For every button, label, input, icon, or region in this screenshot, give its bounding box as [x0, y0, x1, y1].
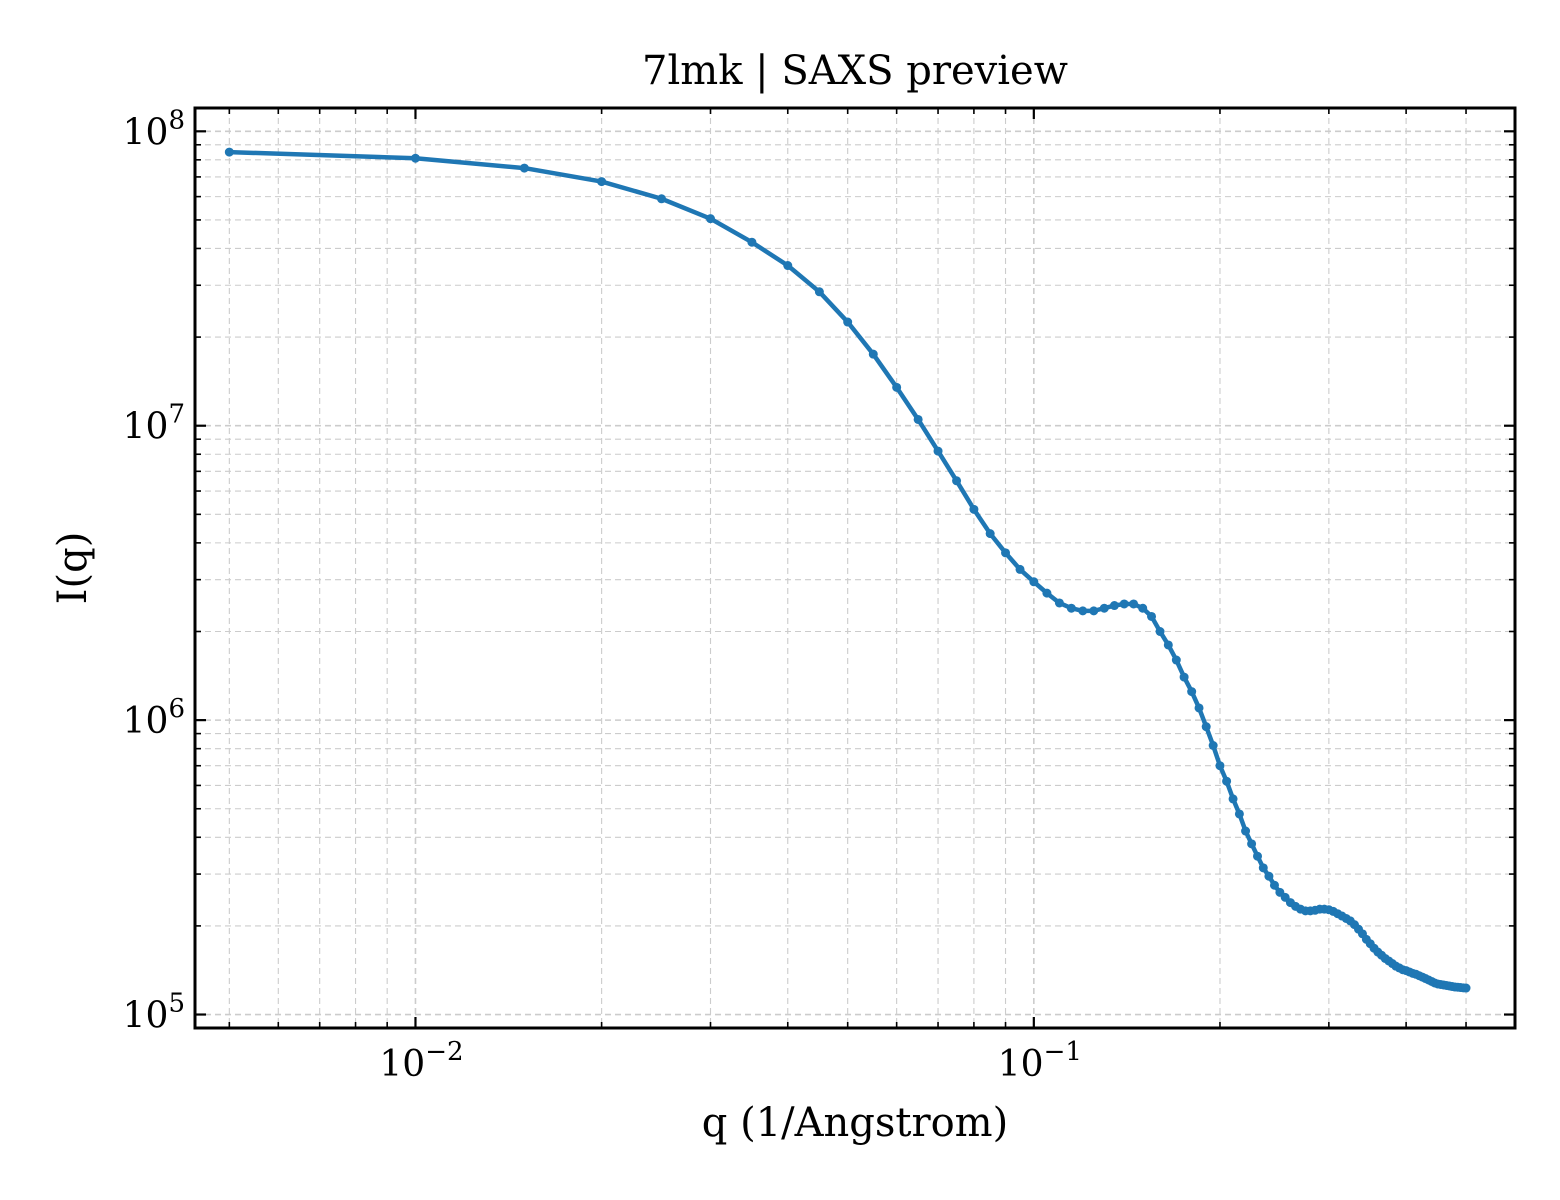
axis-ticks — [195, 108, 1515, 1029]
x-tick-label: 10−2 — [379, 1037, 463, 1085]
data-point — [1066, 603, 1076, 613]
data-point — [1078, 606, 1088, 616]
data-point — [1258, 863, 1268, 873]
y-tick-label: 108 — [123, 105, 185, 153]
data-point — [1089, 606, 1099, 616]
data-point — [1171, 655, 1181, 665]
data-point — [814, 287, 824, 297]
data-point — [1015, 564, 1025, 574]
data-point — [985, 529, 995, 539]
data-point — [224, 147, 234, 157]
data-point — [519, 163, 529, 173]
data-point — [1163, 640, 1173, 650]
data-point — [1194, 703, 1204, 713]
data-point — [747, 237, 757, 247]
data-point — [1253, 851, 1262, 861]
y-tick-label: 107 — [123, 400, 185, 448]
data-point — [1129, 599, 1139, 609]
data-point — [1222, 776, 1232, 786]
y-tick-label: 106 — [123, 694, 185, 742]
data-point — [1247, 839, 1257, 849]
data-point — [1187, 687, 1197, 697]
data-point — [1001, 548, 1011, 558]
data-point — [1215, 761, 1225, 771]
data-point — [1042, 588, 1052, 598]
y-tick-label: 105 — [123, 989, 185, 1037]
data-point — [868, 349, 878, 359]
data-point — [1241, 826, 1251, 836]
x-tick-label: 10−1 — [998, 1037, 1082, 1085]
data-point — [1234, 809, 1244, 819]
tick-labels: 10−2 10−1 105 106 107 108 — [123, 105, 1082, 1085]
data-point — [1179, 672, 1189, 682]
chart-title: 7lmk | SAXS preview — [642, 48, 1068, 94]
data-point — [1054, 598, 1064, 608]
data-point — [913, 414, 923, 424]
data-point — [1201, 722, 1211, 732]
data-point — [892, 382, 902, 392]
data-point — [1461, 983, 1471, 993]
data-point — [843, 317, 853, 327]
data-point — [657, 194, 667, 204]
data-point — [1099, 603, 1109, 613]
data-point — [1138, 603, 1148, 613]
data-point — [1269, 880, 1279, 890]
data-point — [1155, 627, 1165, 636]
x-axis-label: q (1/Angstrom) — [702, 1100, 1008, 1146]
data-point — [1109, 601, 1119, 611]
data-point — [969, 504, 979, 514]
data-point — [706, 214, 715, 224]
data-point — [1029, 577, 1039, 587]
data-point — [783, 261, 793, 271]
data-point — [410, 153, 420, 163]
data-point — [1119, 599, 1129, 609]
data-point — [1228, 794, 1238, 804]
grid-lines — [195, 108, 1515, 1029]
data-point — [933, 446, 943, 456]
y-axis-label: I(q) — [50, 532, 96, 605]
data-series — [224, 147, 1471, 993]
plot-area-frame — [193, 106, 1517, 1030]
data-point — [952, 476, 962, 486]
data-point — [597, 177, 607, 187]
data-point — [1147, 611, 1157, 621]
data-point — [1264, 871, 1274, 881]
data-point — [1208, 741, 1218, 750]
